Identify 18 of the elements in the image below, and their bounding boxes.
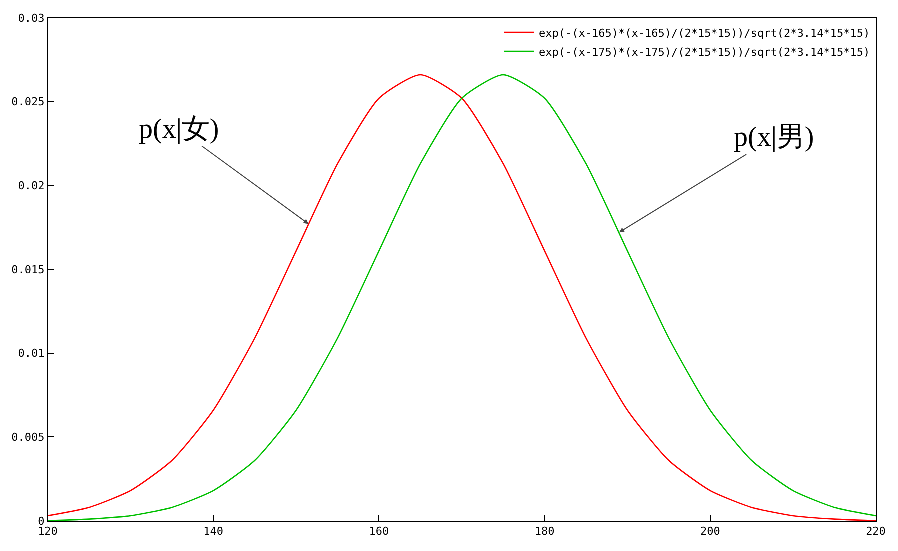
- y-tick-label: 0.02: [18, 180, 45, 193]
- legend-label: exp(-(x-175)*(x-175)/(2*15*15))/sqrt(2*3.14*15*15): [539, 46, 870, 59]
- line-series: [48, 74, 876, 521]
- y-tick-label: 0.01: [18, 347, 45, 360]
- y-tick-label: 0.005: [12, 431, 45, 444]
- y-tick-label: 0: [38, 514, 45, 528]
- x-tick-label: 180: [534, 525, 555, 538]
- x-tick-label: 140: [204, 525, 224, 538]
- legend-label: exp(-(x-165)*(x-165)/(2*15*15))/sqrt(2*3.14*15*15): [539, 26, 870, 40]
- annotation: p(x|男): [734, 122, 814, 153]
- x-tick-label: 200: [700, 525, 720, 538]
- x-tick-label: 160: [369, 525, 390, 538]
- y-tick-label: 0.015: [12, 263, 45, 276]
- y-tick-label: 0.03: [18, 12, 45, 25]
- x-tick-label: 220: [866, 525, 886, 538]
- annotation: p(x|女): [139, 114, 220, 145]
- x-tick-label: 120: [38, 525, 58, 538]
- y-tick-label: 0.025: [12, 96, 45, 109]
